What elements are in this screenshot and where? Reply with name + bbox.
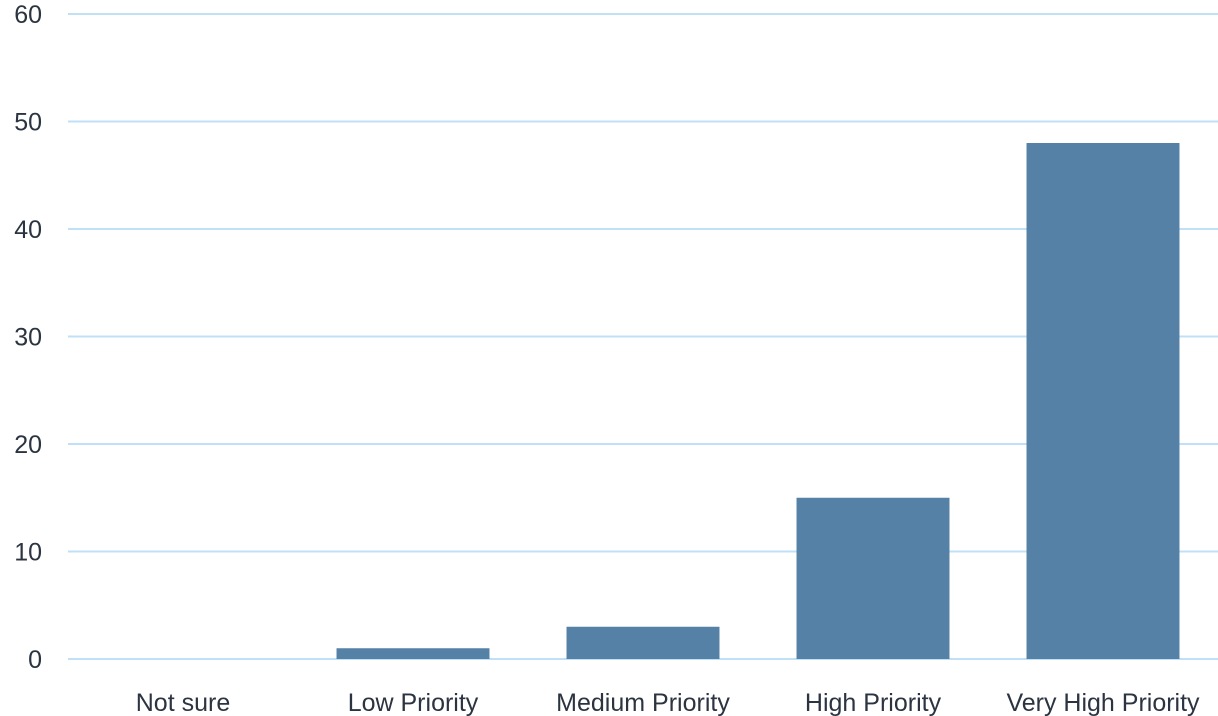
bars bbox=[336, 143, 1180, 659]
x-category-label: High Priority bbox=[805, 689, 942, 716]
y-tick-label: 0 bbox=[28, 646, 42, 674]
y-axis-tick-labels: 0 10 20 30 40 50 60 bbox=[14, 1, 42, 674]
bar bbox=[336, 648, 490, 659]
grid-lines bbox=[68, 13, 1218, 660]
bar bbox=[1026, 143, 1180, 659]
x-category-label: Not sure bbox=[136, 689, 230, 716]
y-tick-label: 50 bbox=[14, 109, 42, 137]
bar bbox=[796, 497, 950, 659]
x-axis-category-labels: Not sure Low Priority Medium Priority High … bbox=[136, 689, 1200, 716]
y-tick-label: 10 bbox=[14, 539, 42, 567]
y-tick-label: 30 bbox=[14, 324, 42, 352]
x-category-label: Very High Priority bbox=[1006, 689, 1200, 716]
x-category-label: Low Priority bbox=[348, 689, 479, 716]
y-tick-label: 60 bbox=[14, 1, 42, 29]
y-tick-label: 20 bbox=[14, 431, 42, 459]
x-category-label: Medium Priority bbox=[556, 689, 730, 716]
y-tick-label: 40 bbox=[14, 216, 42, 244]
bar bbox=[566, 626, 720, 659]
